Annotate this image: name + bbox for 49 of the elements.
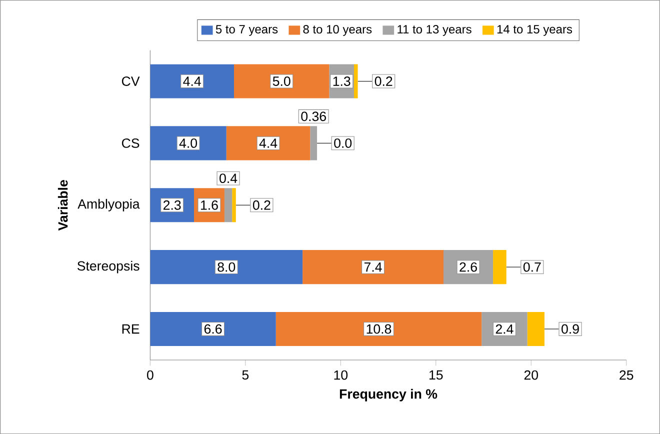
bar bbox=[224, 188, 232, 222]
data-label: 5.0 bbox=[272, 76, 290, 86]
data-label: 0.7 bbox=[523, 262, 541, 272]
data-label: 0.9 bbox=[562, 324, 579, 334]
bar bbox=[150, 64, 234, 98]
bar bbox=[232, 188, 236, 222]
data-label: 0.2 bbox=[374, 76, 392, 86]
y-axis-title: Variable bbox=[58, 180, 68, 230]
data-label: 2.3 bbox=[164, 200, 181, 210]
data-label: 4.4 bbox=[183, 76, 201, 86]
x-tick-label: 20 bbox=[524, 370, 538, 380]
y-tick-label: CV bbox=[122, 76, 140, 86]
data-label: 0.36 bbox=[301, 112, 326, 121]
x-axis-title: Frequency in % bbox=[340, 388, 438, 402]
data-label: 7.4 bbox=[364, 262, 382, 272]
bar bbox=[234, 64, 330, 98]
bar bbox=[150, 250, 303, 284]
bar bbox=[354, 64, 358, 98]
y-tick-label: CS bbox=[122, 138, 140, 148]
y-tick-label: RE bbox=[122, 324, 140, 334]
legend-label: 11 to 13 years bbox=[398, 24, 472, 36]
data-label: 2.6 bbox=[460, 262, 477, 272]
data-label: 1.6 bbox=[200, 200, 218, 210]
bar bbox=[302, 250, 444, 284]
x-tick-label: 25 bbox=[620, 370, 634, 380]
data-label: 6.6 bbox=[204, 324, 222, 334]
x-tick-label: 15 bbox=[430, 370, 443, 380]
data-label: 8.0 bbox=[218, 262, 236, 272]
data-label: 0.0 bbox=[334, 138, 352, 148]
bar bbox=[150, 312, 276, 346]
legend-label: 8 to 10 years bbox=[303, 24, 372, 36]
bar bbox=[276, 312, 482, 346]
data-label: 0.2 bbox=[252, 200, 270, 210]
y-tick-label: Amblyopia bbox=[78, 198, 140, 212]
x-tick-label: 10 bbox=[334, 370, 348, 380]
legend-label: 14 to 15 years bbox=[497, 24, 572, 36]
legend-label: 5 to 7 years bbox=[216, 24, 278, 36]
data-label: 4.4 bbox=[259, 138, 278, 148]
data-label: 10.8 bbox=[366, 324, 392, 334]
data-label: 2.4 bbox=[496, 324, 514, 334]
y-tick-label: Stereopsis bbox=[77, 260, 140, 274]
data-label: 0.4 bbox=[220, 174, 238, 183]
bar bbox=[493, 250, 506, 284]
bar bbox=[527, 312, 544, 346]
bar bbox=[310, 126, 318, 160]
x-tick-label: 5 bbox=[242, 370, 249, 380]
data-label: 1.3 bbox=[333, 76, 350, 86]
data-label: 4.0 bbox=[179, 138, 198, 148]
x-tick-label: 0 bbox=[147, 370, 154, 380]
